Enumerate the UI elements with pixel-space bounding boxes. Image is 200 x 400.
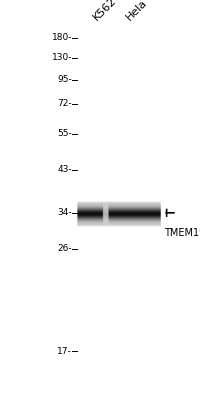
Text: 180-: 180- — [51, 34, 72, 42]
Text: 130-: 130- — [51, 54, 72, 62]
Text: 43-: 43- — [57, 165, 72, 174]
Text: 72-: 72- — [57, 100, 72, 108]
Text: 34-: 34- — [57, 208, 72, 217]
Text: 55-: 55- — [57, 130, 72, 138]
Bar — [76, 28, 160, 368]
Text: K562: K562 — [91, 0, 118, 22]
Text: TMEM192: TMEM192 — [163, 228, 200, 238]
Text: 95-: 95- — [57, 76, 72, 84]
Text: 26-: 26- — [57, 244, 72, 253]
Text: 17-: 17- — [57, 347, 72, 356]
Text: Hela: Hela — [124, 0, 149, 22]
